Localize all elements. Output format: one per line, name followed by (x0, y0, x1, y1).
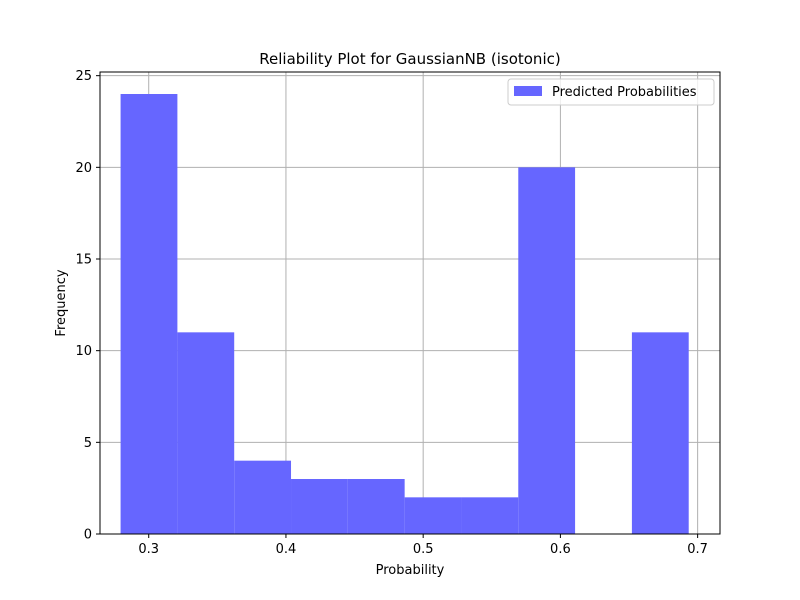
x-tick-label: 0.4 (276, 542, 297, 557)
x-axis-label: Probability (376, 563, 445, 578)
y-axis-label: Frequency (54, 269, 69, 336)
bars (120, 94, 689, 535)
histogram-bar (631, 332, 689, 534)
y-tick-label: 15 (75, 253, 92, 268)
plot-frame (99, 71, 721, 535)
histogram-bar (347, 479, 405, 534)
legend-swatch (514, 86, 542, 96)
histogram-bar (404, 497, 462, 534)
legend-box (507, 78, 715, 106)
histogram-bar (291, 479, 348, 534)
histogram-bar (177, 332, 235, 534)
histogram-bar (120, 94, 178, 534)
y-tick-label: 0 (84, 528, 92, 543)
histogram-bar (234, 460, 292, 534)
y-tick-label: 20 (75, 161, 92, 176)
histogram-bar (461, 497, 519, 534)
histogram-bar (518, 167, 576, 535)
x-tick-label: 0.5 (413, 542, 434, 557)
x-tick-label: 0.6 (550, 542, 571, 557)
x-tick-label: 0.3 (138, 542, 159, 557)
legend: Predicted Probabilities (507, 78, 715, 106)
y-tick-label: 10 (75, 344, 92, 359)
chart-title: Reliability Plot for GaussianNB (isotoni… (259, 50, 560, 68)
x-tick-label: 0.7 (687, 542, 708, 557)
legend-entry-label: Predicted Probabilities (552, 85, 697, 100)
axis-ticks: 0.3 0.4 0.5 0.6 0.7 0 5 10 15 20 25 (75, 69, 708, 557)
y-tick-label: 25 (75, 69, 92, 84)
y-tick-label: 5 (84, 436, 92, 451)
